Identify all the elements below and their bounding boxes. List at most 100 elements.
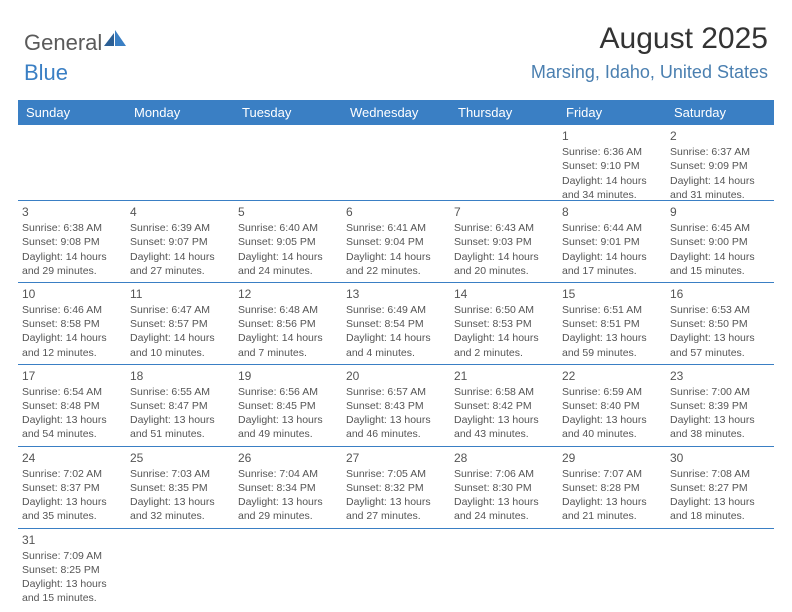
cell-sunset: Sunset: 8:43 PM — [346, 399, 446, 413]
cell-day1: Daylight: 13 hours — [346, 413, 446, 427]
day-number: 21 — [454, 368, 554, 384]
calendar-cell: 30Sunrise: 7:08 AMSunset: 8:27 PMDayligh… — [666, 447, 774, 528]
cell-sunset: Sunset: 8:25 PM — [22, 563, 122, 577]
calendar-cell: 4Sunrise: 6:39 AMSunset: 9:07 PMDaylight… — [126, 201, 234, 282]
page-title: August 2025 — [600, 22, 768, 56]
cell-sunrise: Sunrise: 7:08 AM — [670, 467, 770, 481]
cell-day2: and 27 minutes. — [130, 264, 230, 278]
cell-sunrise: Sunrise: 7:02 AM — [22, 467, 122, 481]
day-number: 28 — [454, 450, 554, 466]
calendar-cell: 26Sunrise: 7:04 AMSunset: 8:34 PMDayligh… — [234, 447, 342, 528]
cell-sunrise: Sunrise: 6:49 AM — [346, 303, 446, 317]
cell-sunrise: Sunrise: 6:39 AM — [130, 221, 230, 235]
cell-day2: and 29 minutes. — [238, 509, 338, 523]
cell-day1: Daylight: 13 hours — [130, 413, 230, 427]
cell-sunset: Sunset: 8:32 PM — [346, 481, 446, 495]
calendar-cell: 9Sunrise: 6:45 AMSunset: 9:00 PMDaylight… — [666, 201, 774, 282]
cell-sunrise: Sunrise: 6:54 AM — [22, 385, 122, 399]
calendar-cell-empty — [18, 125, 126, 200]
cell-sunset: Sunset: 8:56 PM — [238, 317, 338, 331]
cell-day2: and 20 minutes. — [454, 264, 554, 278]
day-label-thu: Thursday — [450, 100, 558, 125]
day-number: 18 — [130, 368, 230, 384]
day-number: 11 — [130, 286, 230, 302]
cell-sunrise: Sunrise: 6:47 AM — [130, 303, 230, 317]
calendar-row: 10Sunrise: 6:46 AMSunset: 8:58 PMDayligh… — [18, 283, 774, 365]
cell-sunrise: Sunrise: 6:40 AM — [238, 221, 338, 235]
cell-sunset: Sunset: 8:28 PM — [562, 481, 662, 495]
calendar-cell: 18Sunrise: 6:55 AMSunset: 8:47 PMDayligh… — [126, 365, 234, 446]
cell-day2: and 17 minutes. — [562, 264, 662, 278]
cell-day1: Daylight: 13 hours — [238, 413, 338, 427]
day-number: 1 — [562, 128, 662, 144]
cell-sunrise: Sunrise: 7:04 AM — [238, 467, 338, 481]
calendar-cell: 23Sunrise: 7:00 AMSunset: 8:39 PMDayligh… — [666, 365, 774, 446]
cell-day2: and 12 minutes. — [22, 346, 122, 360]
calendar-cell: 20Sunrise: 6:57 AMSunset: 8:43 PMDayligh… — [342, 365, 450, 446]
cell-day2: and 15 minutes. — [22, 591, 122, 605]
cell-day2: and 54 minutes. — [22, 427, 122, 441]
cell-day1: Daylight: 14 hours — [562, 174, 662, 188]
calendar-cell: 27Sunrise: 7:05 AMSunset: 8:32 PMDayligh… — [342, 447, 450, 528]
calendar-cell: 6Sunrise: 6:41 AMSunset: 9:04 PMDaylight… — [342, 201, 450, 282]
cell-day1: Daylight: 13 hours — [238, 495, 338, 509]
cell-sunset: Sunset: 9:05 PM — [238, 235, 338, 249]
cell-sunrise: Sunrise: 7:07 AM — [562, 467, 662, 481]
cell-day2: and 38 minutes. — [670, 427, 770, 441]
cell-sunset: Sunset: 8:54 PM — [346, 317, 446, 331]
day-number: 3 — [22, 204, 122, 220]
cell-sunrise: Sunrise: 6:44 AM — [562, 221, 662, 235]
calendar-row: 1Sunrise: 6:36 AMSunset: 9:10 PMDaylight… — [18, 125, 774, 201]
cell-sunset: Sunset: 9:03 PM — [454, 235, 554, 249]
calendar-cell: 16Sunrise: 6:53 AMSunset: 8:50 PMDayligh… — [666, 283, 774, 364]
cell-day2: and 59 minutes. — [562, 346, 662, 360]
calendar-cell-empty — [126, 125, 234, 200]
location-label: Marsing, Idaho, United States — [531, 62, 768, 83]
cell-sunset: Sunset: 9:07 PM — [130, 235, 230, 249]
day-label-fri: Friday — [558, 100, 666, 125]
logo-sail-icon — [104, 28, 126, 54]
cell-sunrise: Sunrise: 6:51 AM — [562, 303, 662, 317]
cell-day1: Daylight: 13 hours — [562, 495, 662, 509]
calendar-cell-empty — [450, 529, 558, 610]
day-number: 2 — [670, 128, 770, 144]
cell-day1: Daylight: 14 hours — [346, 250, 446, 264]
day-number: 31 — [22, 532, 122, 548]
logo: GeneralBlue — [24, 28, 126, 86]
calendar-cell-empty — [666, 529, 774, 610]
day-number: 6 — [346, 204, 446, 220]
cell-day2: and 24 minutes. — [454, 509, 554, 523]
calendar-cell: 31Sunrise: 7:09 AMSunset: 8:25 PMDayligh… — [18, 529, 126, 610]
day-number: 29 — [562, 450, 662, 466]
cell-day2: and 35 minutes. — [22, 509, 122, 523]
calendar-cell: 24Sunrise: 7:02 AMSunset: 8:37 PMDayligh… — [18, 447, 126, 528]
calendar-cell: 22Sunrise: 6:59 AMSunset: 8:40 PMDayligh… — [558, 365, 666, 446]
calendar-cell: 1Sunrise: 6:36 AMSunset: 9:10 PMDaylight… — [558, 125, 666, 200]
cell-sunrise: Sunrise: 6:55 AM — [130, 385, 230, 399]
calendar-cell: 15Sunrise: 6:51 AMSunset: 8:51 PMDayligh… — [558, 283, 666, 364]
cell-day2: and 49 minutes. — [238, 427, 338, 441]
cell-day1: Daylight: 13 hours — [22, 495, 122, 509]
cell-sunset: Sunset: 9:10 PM — [562, 159, 662, 173]
cell-sunrise: Sunrise: 6:59 AM — [562, 385, 662, 399]
cell-day1: Daylight: 14 hours — [346, 331, 446, 345]
cell-sunset: Sunset: 8:51 PM — [562, 317, 662, 331]
cell-day1: Daylight: 14 hours — [562, 250, 662, 264]
cell-sunrise: Sunrise: 6:53 AM — [670, 303, 770, 317]
cell-sunset: Sunset: 8:39 PM — [670, 399, 770, 413]
day-number: 19 — [238, 368, 338, 384]
cell-day1: Daylight: 14 hours — [238, 250, 338, 264]
cell-sunset: Sunset: 9:04 PM — [346, 235, 446, 249]
calendar-cell: 3Sunrise: 6:38 AMSunset: 9:08 PMDaylight… — [18, 201, 126, 282]
cell-sunrise: Sunrise: 6:43 AM — [454, 221, 554, 235]
cell-sunrise: Sunrise: 7:03 AM — [130, 467, 230, 481]
cell-day2: and 15 minutes. — [670, 264, 770, 278]
cell-sunset: Sunset: 8:37 PM — [22, 481, 122, 495]
calendar-row: 31Sunrise: 7:09 AMSunset: 8:25 PMDayligh… — [18, 529, 774, 610]
cell-day1: Daylight: 14 hours — [22, 331, 122, 345]
calendar-row: 24Sunrise: 7:02 AMSunset: 8:37 PMDayligh… — [18, 447, 774, 529]
cell-day2: and 34 minutes. — [562, 188, 662, 202]
cell-sunset: Sunset: 9:09 PM — [670, 159, 770, 173]
calendar-cell-empty — [126, 529, 234, 610]
cell-day2: and 32 minutes. — [130, 509, 230, 523]
